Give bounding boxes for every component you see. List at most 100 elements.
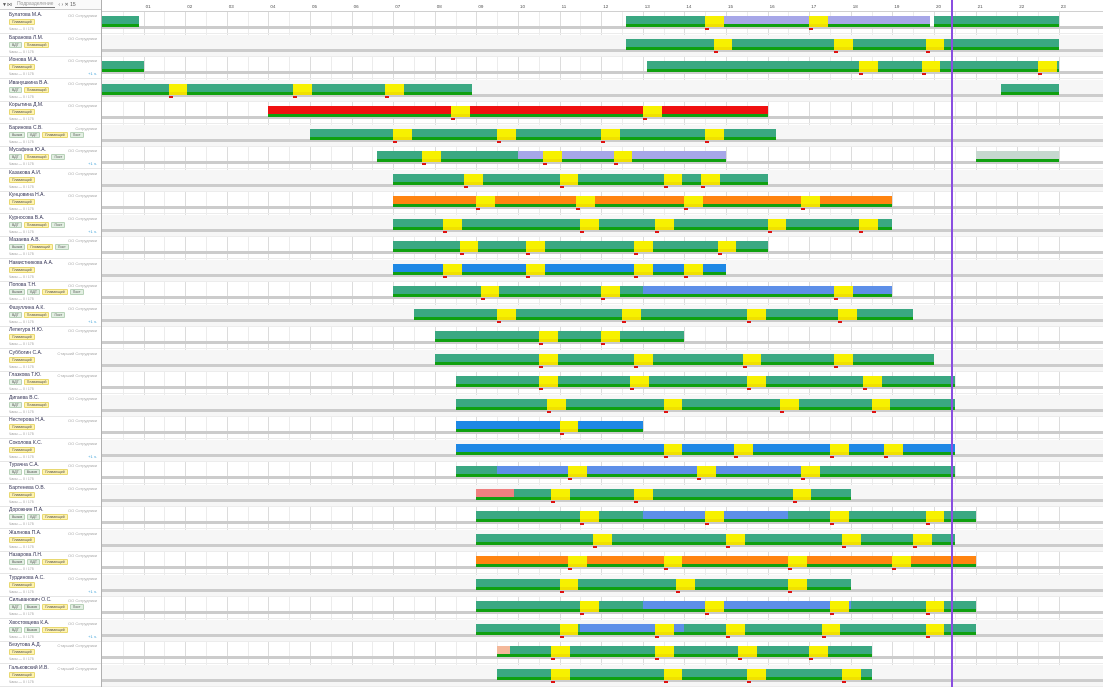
break-block[interactable]: [634, 241, 654, 252]
shift-block[interactable]: [455, 443, 955, 455]
break-block[interactable]: [443, 263, 462, 275]
break-block[interactable]: [601, 331, 620, 342]
extra-hours[interactable]: +1 ч.: [88, 318, 97, 324]
employee-row[interactable]: Суббогин С.А. Старший Сотрудники Плавающий…: [0, 350, 101, 372]
break-block[interactable]: [634, 353, 654, 365]
break-block[interactable]: [921, 61, 941, 72]
break-block[interactable]: [601, 286, 620, 297]
shift-block[interactable]: [455, 466, 498, 477]
break-block[interactable]: [393, 128, 412, 140]
shift-block[interactable]: [268, 106, 768, 117]
employee-row[interactable]: Иванушкина В.А. ОО Сотрудники ВДТ Плавающий…: [0, 80, 101, 102]
shift-block[interactable]: [934, 16, 1059, 27]
extra-hours[interactable]: +1 ч.: [88, 633, 97, 639]
break-block[interactable]: [480, 286, 500, 297]
break-block[interactable]: [859, 61, 878, 72]
break-block[interactable]: [663, 443, 683, 455]
break-block[interactable]: [542, 151, 562, 162]
shift-block[interactable]: [1000, 83, 1059, 95]
shift-block[interactable]: [476, 488, 514, 500]
break-block[interactable]: [676, 578, 695, 590]
break-block[interactable]: [463, 173, 483, 185]
shift-block[interactable]: [455, 376, 955, 387]
employee-row[interactable]: Турачна С.А. ОО Сотрудники ВДТ Вызов Плавающ…: [0, 462, 101, 484]
break-block[interactable]: [663, 398, 683, 410]
break-block[interactable]: [800, 466, 820, 477]
employee-row[interactable]: Жалнова П.А. ОО Сотрудники Плавающий Часы —…: [0, 530, 101, 552]
shift-block[interactable]: [476, 578, 851, 590]
employee-row[interactable]: Турдинова А.С. ОО Сотрудники Плавающий Часы…: [0, 575, 101, 597]
employee-row[interactable]: Ионова М.А. ОО Сотрудники Плавающий Часы — …: [0, 57, 101, 79]
employee-row[interactable]: Намистникова А.А. ОО Сотрудники Плавающий Ч…: [0, 260, 101, 282]
employee-row[interactable]: Кунцовина Н.А. ОО Сотрудники Плавающий Часы…: [0, 192, 101, 214]
shift-block[interactable]: [476, 511, 643, 522]
break-block[interactable]: [592, 533, 612, 545]
break-block[interactable]: [622, 308, 641, 320]
employee-row[interactable]: Казакова А.И. ОО Сотрудники Плавающий Часы …: [0, 170, 101, 192]
employee-row[interactable]: Попова Т.Н. ОО Сотрудники Вызов ВДТ Плавающи…: [0, 282, 101, 304]
break-block[interactable]: [655, 646, 674, 657]
shift-block[interactable]: [310, 128, 776, 140]
break-block[interactable]: [559, 421, 579, 432]
break-block[interactable]: [830, 443, 849, 455]
shift-block[interactable]: [476, 623, 581, 635]
nav-controls[interactable]: ‹ › ✕ 15: [58, 1, 76, 8]
break-block[interactable]: [476, 196, 496, 207]
break-block[interactable]: [913, 533, 932, 545]
break-block[interactable]: [863, 376, 882, 387]
shift-block[interactable]: [809, 466, 955, 477]
break-block[interactable]: [538, 376, 558, 387]
break-block[interactable]: [746, 376, 766, 387]
shift-block[interactable]: [938, 61, 1059, 72]
break-block[interactable]: [925, 38, 945, 50]
break-block[interactable]: [559, 173, 579, 185]
break-block[interactable]: [809, 16, 828, 27]
employee-row[interactable]: Лепегура Н.Ю. ОО Сотрудники Плавающий Часы …: [0, 327, 101, 349]
employee-row[interactable]: Нестерова Н.А. ОО Сотрудники Плавающий Часы…: [0, 417, 101, 439]
shift-block[interactable]: [646, 61, 934, 72]
employee-row[interactable]: Булатова М.А. ОО Сотрудники Плавающий Часы …: [0, 12, 101, 34]
break-block[interactable]: [580, 218, 600, 230]
shift-block[interactable]: [850, 601, 976, 612]
employee-row[interactable]: Баранова Л.М. ОО Сотрудники ВДТ Плавающий Ча…: [0, 35, 101, 57]
break-block[interactable]: [834, 286, 853, 297]
break-block[interactable]: [684, 263, 704, 275]
break-block[interactable]: [580, 511, 600, 522]
break-block[interactable]: [859, 218, 878, 230]
break-block[interactable]: [576, 196, 595, 207]
break-block[interactable]: [526, 263, 546, 275]
break-block[interactable]: [559, 578, 579, 590]
break-block[interactable]: [559, 623, 579, 635]
break-block[interactable]: [842, 668, 862, 680]
shift-block[interactable]: [102, 16, 140, 27]
break-block[interactable]: [422, 151, 442, 162]
shift-block[interactable]: [414, 308, 914, 320]
break-block[interactable]: [809, 646, 828, 657]
break-block[interactable]: [551, 668, 570, 680]
break-block[interactable]: [634, 263, 654, 275]
break-block[interactable]: [842, 533, 862, 545]
break-block[interactable]: [459, 241, 479, 252]
shift-block[interactable]: [938, 38, 1059, 50]
employee-row[interactable]: Безутова А.Д. Старший Сотрудники Плавающий…: [0, 642, 101, 664]
employee-row[interactable]: Соколова К.С. ОО Сотрудники Плавающий Часы …: [0, 440, 101, 462]
break-block[interactable]: [613, 151, 633, 162]
break-block[interactable]: [705, 128, 724, 140]
break-block[interactable]: [738, 646, 758, 657]
extra-hours[interactable]: +1 ч.: [88, 453, 97, 459]
break-block[interactable]: [705, 601, 724, 612]
break-block[interactable]: [642, 106, 662, 117]
shift-block[interactable]: [509, 646, 872, 657]
shift-block[interactable]: [975, 151, 1059, 162]
shift-block[interactable]: [434, 331, 685, 342]
break-block[interactable]: [884, 443, 903, 455]
break-block[interactable]: [767, 218, 787, 230]
employee-row[interactable]: Баринова С.В. Сотрудники Вызов ВДТ Плавающий…: [0, 125, 101, 147]
break-block[interactable]: [705, 511, 724, 522]
break-block[interactable]: [1038, 61, 1057, 72]
break-block[interactable]: [726, 533, 745, 545]
shift-block[interactable]: [102, 83, 473, 95]
break-block[interactable]: [580, 601, 600, 612]
employee-row[interactable]: Назарова Л.Н. ОО Сотрудники Вызов ВДТ Плаваю…: [0, 552, 101, 574]
break-block[interactable]: [788, 556, 808, 567]
